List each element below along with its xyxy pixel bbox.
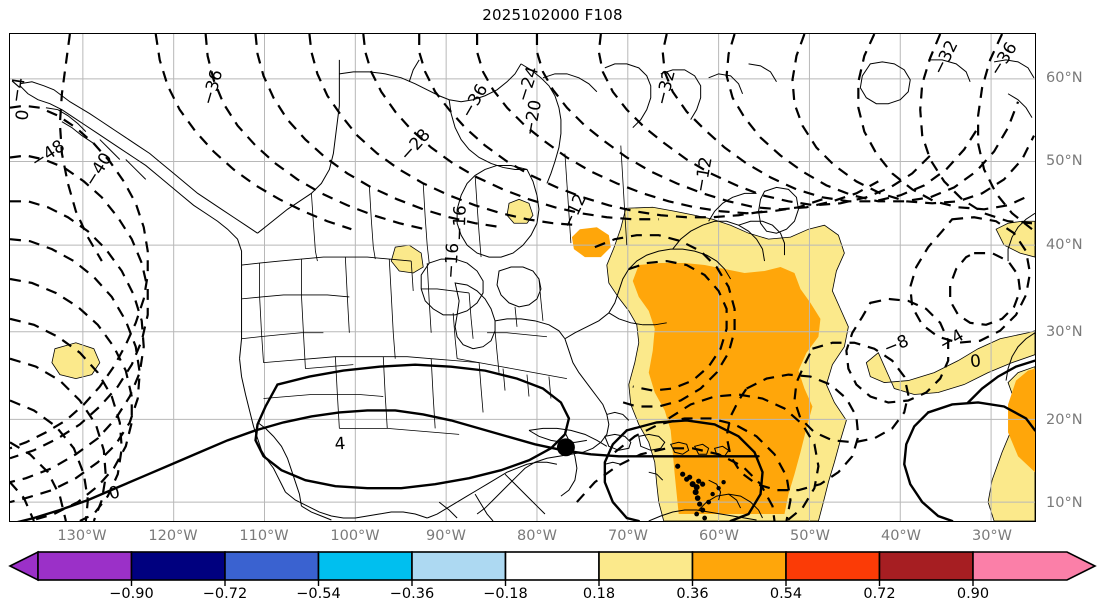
lat-tick-20n: 20°N [1046,412,1083,428]
cb-swatch-5 [504,551,600,581]
cb-swatch-2 [224,551,320,581]
map-gridlines [10,34,1035,521]
map-canvas: −48 −40 −36 −28 −36 −24 −20 −32 −12 −16 … [10,34,1035,521]
lat-tick-10n: 10°N [1046,495,1083,511]
svg-text:−48: −48 [27,135,68,171]
cb-swatch-8 [785,551,881,581]
map-plot-area[interactable]: −48 −40 −36 −28 −36 −24 −20 −32 −12 −16 … [9,33,1036,522]
cb-tick-2: −0.54 [296,586,341,602]
lat-tick-60n: 60°N [1046,70,1083,86]
svg-text:−28: −28 [395,125,434,165]
contour-value-labels: −48 −40 −36 −28 −36 −24 −20 −32 −12 −16 … [10,37,1021,504]
lon-tick-50w: 50°W [789,528,831,544]
page-title: 2025102000 F108 [482,6,623,24]
cb-tick-6: 0.36 [676,586,709,602]
lon-tick-100w: 100°W [330,528,380,544]
svg-text:−36: −36 [985,38,1021,79]
svg-text:−4: −4 [10,76,29,103]
lat-tick-30n: 30°N [1046,324,1083,340]
cb-swatch-4 [411,551,507,581]
map-coastlines [19,59,1035,521]
svg-text:−20: −20 [519,98,545,137]
storm-center-marker[interactable] [556,438,575,457]
lon-tick-80w: 80°W [516,528,558,544]
cb-tick-9: 0.90 [956,586,990,602]
svg-text:−12: −12 [557,190,590,231]
lon-tick-70w: 70°W [607,528,649,544]
svg-text:−40: −40 [80,149,116,190]
cb-tick-0: −0.90 [109,586,154,602]
colorbar-swatches [8,550,1097,586]
svg-text:−36: −36 [456,80,491,121]
cb-swatch-7 [691,551,787,581]
svg-text:−16: −16 [448,205,469,241]
svg-text:−32: −32 [651,68,679,107]
lat-tick-40n: 40°N [1046,237,1083,253]
lon-tick-130w: 130°W [57,528,107,544]
cb-tick-3: −0.36 [389,586,435,602]
lon-tick-30w: 30°W [971,528,1013,544]
svg-text:0: 0 [11,109,32,122]
svg-text:0: 0 [969,350,982,371]
lat-tick-50n: 50°N [1046,153,1083,169]
lon-tick-120w: 120°W [148,528,198,544]
svg-text:−8: −8 [881,330,912,358]
lon-tick-60w: 60°W [698,528,740,544]
cb-tick-8: 0.72 [863,586,896,602]
cb-swatch-3 [317,551,413,581]
cb-swatch-ext-high [972,551,1097,581]
cb-swatch-6 [598,551,694,581]
cb-swatch-ext-low [8,550,39,582]
cb-swatch-1 [130,551,226,581]
contour-lines-negative [10,34,1035,521]
cb-tick-7: 0.54 [769,586,803,602]
svg-text:4: 4 [334,433,346,454]
svg-text:−32: −32 [928,37,962,78]
cb-swatch-0 [37,551,133,581]
svg-text:0: 0 [106,481,122,503]
cb-tick-5: 0.18 [582,586,616,602]
svg-text:−24: −24 [512,64,542,104]
cb-tick-1: −0.72 [202,586,248,602]
svg-text:−4: −4 [935,325,967,355]
lon-tick-40w: 40°W [880,528,922,544]
contour-lines-positive [17,359,1035,521]
colorbar[interactable]: −0.90 −0.72 −0.54 −0.36 −0.18 0.18 0.36 … [0,546,1105,612]
shaded-region-yellow [51,198,1035,521]
lon-tick-90w: 90°W [425,528,467,544]
storm-track-dots [675,463,726,521]
map-state-borders [241,145,628,435]
cb-swatch-9 [878,551,974,581]
svg-text:−16: −16 [440,242,462,279]
svg-text:−12: −12 [690,155,716,194]
shaded-region-orange [571,227,1035,515]
svg-text:−36: −36 [197,67,226,107]
cb-tick-4: −0.18 [483,586,528,602]
lon-tick-110w: 110°W [239,528,289,544]
